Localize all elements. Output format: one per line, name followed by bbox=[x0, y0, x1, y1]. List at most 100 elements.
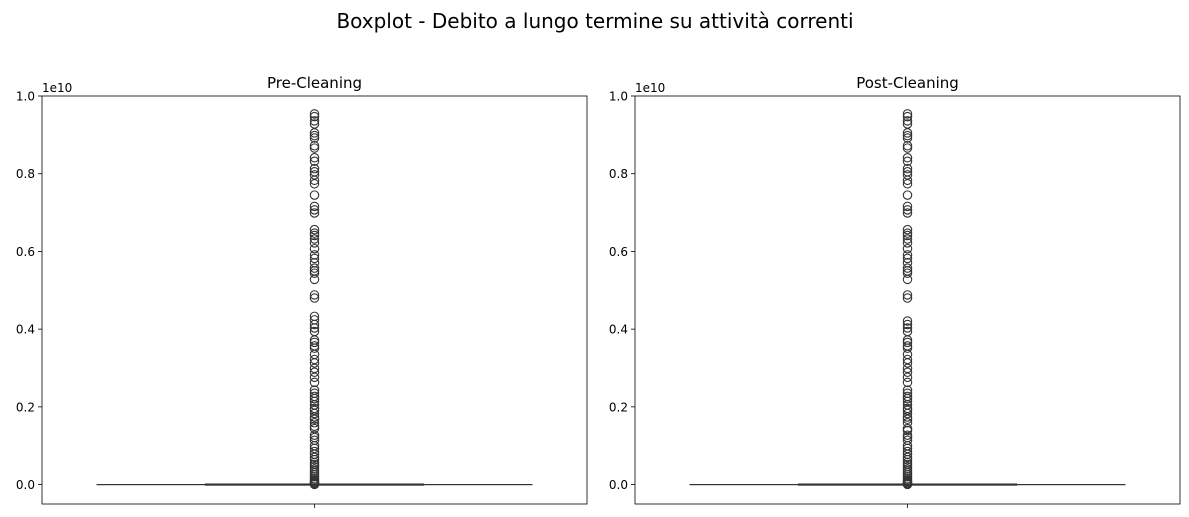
post-cleaning-outlier-point bbox=[902, 179, 913, 189]
post-cleaning-outlier-point bbox=[902, 430, 913, 440]
post-cleaning-outlier-point bbox=[902, 268, 913, 278]
pre-cleaning-y-tick-label: 0.0 bbox=[16, 478, 35, 492]
pre-cleaning-outlier-point bbox=[309, 230, 320, 241]
pre-cleaning-outlier-point bbox=[309, 393, 320, 404]
pre-cleaning-outlier-point bbox=[309, 372, 320, 383]
post-cleaning-outlier-point bbox=[902, 238, 913, 248]
pre-cleaning-outlier-point bbox=[309, 128, 320, 138]
figure-suptitle: Boxplot - Debito a lungo termine su atti… bbox=[336, 9, 853, 33]
pre-cleaning-outlier-point bbox=[309, 358, 320, 368]
pre-cleaning-outlier-point bbox=[309, 479, 320, 490]
post-cleaning-outlier-point bbox=[902, 109, 913, 119]
pre-cleaning-outlier-point bbox=[309, 337, 320, 348]
post-cleaning-outlier-point bbox=[902, 128, 913, 138]
pre-cleaning-outlier-point bbox=[309, 452, 320, 463]
post-cleaning-outlier-point bbox=[902, 293, 913, 303]
post-cleaning-title: Post-Cleaning bbox=[856, 74, 959, 92]
pre-cleaning-outlier-point bbox=[309, 205, 320, 215]
post-cleaning-panel: Post-Cleaning 0.0 0.2 0.4 0.6 0.8 1.0 1e10 bbox=[609, 74, 1181, 508]
pre-cleaning-outlier-point bbox=[309, 208, 320, 218]
pre-cleaning-outlier-point bbox=[309, 179, 320, 189]
pre-cleaning-outlier-point bbox=[309, 201, 320, 212]
post-cleaning-outlier-point bbox=[902, 263, 913, 273]
post-cleaning-outlier-point bbox=[902, 163, 913, 174]
post-cleaning-outlier-point bbox=[902, 234, 913, 244]
post-cleaning-outlier-point bbox=[902, 425, 913, 436]
pre-cleaning-outlier-point bbox=[309, 109, 320, 119]
post-cleaning-outlier-point bbox=[902, 377, 913, 388]
post-cleaning-outlier-point bbox=[902, 228, 913, 238]
post-cleaning-outlier-point bbox=[902, 454, 913, 465]
post-cleaning-y-offset-label: 1e10 bbox=[635, 81, 665, 95]
pre-cleaning-outlier-point bbox=[309, 111, 320, 122]
post-cleaning-outlier-point bbox=[902, 175, 913, 186]
pre-cleaning-outlier-point bbox=[309, 163, 320, 174]
post-cleaning-outlier-point bbox=[902, 205, 913, 215]
post-cleaning-y-tick-label: 0.0 bbox=[609, 478, 628, 492]
post-cleaning-outlier-point bbox=[902, 372, 913, 383]
pre-cleaning-outlier-point bbox=[309, 175, 320, 186]
pre-cleaning-outlier-point bbox=[309, 250, 320, 260]
post-cleaning-outlier-point bbox=[902, 143, 913, 153]
post-cleaning-outlier-point bbox=[902, 116, 913, 126]
pre-cleaning-outlier-point bbox=[309, 408, 320, 419]
post-cleaning-outlier-point bbox=[902, 479, 913, 490]
post-cleaning-outlier-point bbox=[902, 156, 913, 167]
pre-cleaning-outlier-point bbox=[309, 116, 320, 126]
pre-cleaning-outlier-point bbox=[309, 274, 320, 285]
pre-cleaning-outlier-point bbox=[309, 412, 320, 422]
post-cleaning-y-tick-label: 0.8 bbox=[609, 167, 628, 181]
pre-cleaning-y-tick-label: 1.0 bbox=[16, 90, 35, 104]
pre-cleaning-outlier-point bbox=[309, 268, 320, 278]
pre-cleaning-outlier-point bbox=[309, 133, 320, 143]
post-cleaning-outlier-point bbox=[902, 130, 913, 141]
pre-cleaning-title: Pre-Cleaning bbox=[267, 74, 362, 92]
post-cleaning-outlier-point bbox=[902, 290, 913, 300]
pre-cleaning-outlier-point bbox=[309, 140, 320, 151]
post-cleaning-outlier-point bbox=[902, 319, 913, 330]
post-cleaning-outlier-point bbox=[902, 393, 913, 404]
post-cleaning-outlier-point bbox=[902, 412, 913, 422]
post-cleaning-y-tick-label: 0.6 bbox=[609, 245, 628, 259]
post-cleaning-y-tick-label: 1.0 bbox=[609, 90, 628, 104]
pre-cleaning-outlier-point bbox=[309, 253, 320, 264]
pre-cleaning-outlier-point bbox=[309, 234, 320, 244]
post-cleaning-outlier-point bbox=[902, 208, 913, 218]
post-cleaning-outlier-point bbox=[902, 408, 913, 419]
post-cleaning-y-tick-label: 0.4 bbox=[609, 323, 628, 337]
pre-cleaning-y-tick-label: 0.6 bbox=[16, 245, 35, 259]
pre-cleaning-outlier-point bbox=[309, 143, 320, 153]
pre-cleaning-outlier-point bbox=[309, 343, 320, 353]
pre-cleaning-outlier-point bbox=[309, 243, 320, 254]
pre-cleaning-outlier-point bbox=[309, 228, 320, 238]
pre-cleaning-outlier-point bbox=[309, 367, 320, 378]
pre-cleaning-y-tick-label: 0.4 bbox=[16, 323, 35, 337]
pre-cleaning-outlier-point bbox=[309, 418, 320, 428]
post-cleaning-outlier-point bbox=[902, 224, 913, 235]
pre-cleaning-outlier-point bbox=[309, 319, 320, 330]
post-cleaning-outlier-point bbox=[902, 349, 913, 360]
pre-cleaning-outlier-point bbox=[309, 263, 320, 273]
post-cleaning-outlier-point bbox=[902, 250, 913, 260]
pre-cleaning-outlier-point bbox=[309, 323, 320, 333]
post-cleaning-outlier-point bbox=[902, 316, 913, 326]
pre-cleaning-outlier-point bbox=[309, 224, 320, 235]
post-cleaning-outlier-point bbox=[902, 367, 913, 378]
pre-cleaning-outlier-point bbox=[309, 377, 320, 388]
post-cleaning-outlier-point bbox=[902, 343, 913, 353]
post-cleaning-outlier-point bbox=[902, 337, 913, 348]
post-cleaning-outlier-point bbox=[902, 358, 913, 368]
post-cleaning-outlier-point bbox=[902, 274, 913, 285]
post-cleaning-outlier-point bbox=[902, 452, 913, 463]
pre-cleaning-y-tick-label: 0.8 bbox=[16, 167, 35, 181]
post-cleaning-outlier-point bbox=[902, 323, 913, 333]
post-cleaning-y-tick-label: 0.2 bbox=[609, 400, 628, 414]
pre-cleaning-y-offset-label: 1e10 bbox=[42, 81, 72, 95]
pre-cleaning-outlier-point bbox=[309, 156, 320, 167]
pre-cleaning-panel: Pre-Cleaning 0.0 0.2 0.4 0.6 0.8 1.0 1e10 bbox=[16, 74, 588, 508]
post-cleaning-outlier-point bbox=[902, 133, 913, 143]
pre-cleaning-y-tick-label: 0.2 bbox=[16, 400, 35, 414]
pre-cleaning-outlier-point bbox=[309, 290, 320, 300]
post-cleaning-outlier-point bbox=[902, 111, 913, 122]
